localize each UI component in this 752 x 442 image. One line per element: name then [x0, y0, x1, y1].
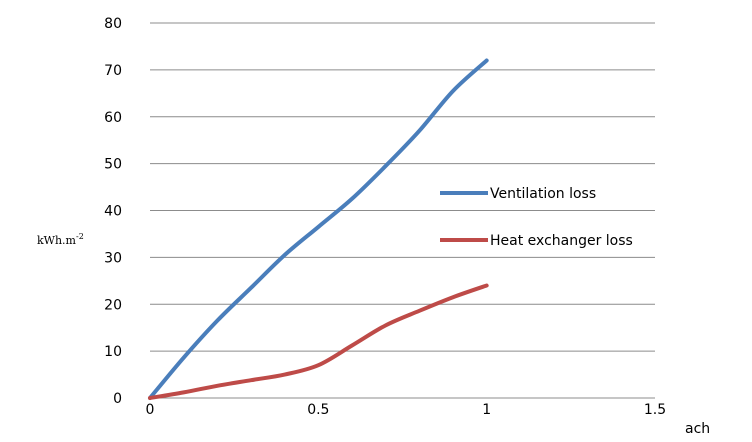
legend-label: Heat exchanger loss [490, 233, 633, 249]
y-tick-label: 70 [104, 63, 122, 79]
y-tick-label: 20 [104, 297, 122, 313]
y-tick-label: 40 [104, 204, 122, 220]
legend: Ventilation loss Heat exchanger loss [440, 186, 633, 249]
y-tick-label: 30 [104, 250, 122, 266]
y-axis-label: kWh.m-2 [37, 232, 84, 247]
x-tick-label: 0 [146, 402, 155, 418]
x-tick-label: 0.5 [307, 402, 329, 418]
x-axis-label: ach [685, 421, 710, 437]
y-axis-label-text: kWh.m [37, 234, 77, 247]
y-axis-ticks: 0 10 20 30 40 50 60 70 80 [104, 16, 122, 407]
x-axis-ticks: 0 0.5 1 1.5 [146, 402, 667, 418]
x-tick-label: 1.5 [644, 402, 666, 418]
y-tick-label: 0 [113, 391, 122, 407]
series-line-0 [148, 58, 489, 400]
y-tick-label: 80 [104, 16, 122, 32]
series-lines [148, 58, 489, 400]
y-tick-label: 10 [104, 344, 122, 360]
x-tick-label: 1 [482, 402, 491, 418]
y-axis-label-superscript: -2 [76, 232, 84, 241]
legend-label: Ventilation loss [490, 186, 596, 202]
gridlines [150, 22, 655, 399]
series-line-1 [148, 283, 489, 400]
y-tick-label: 50 [104, 157, 122, 173]
y-tick-label: 60 [104, 110, 122, 126]
